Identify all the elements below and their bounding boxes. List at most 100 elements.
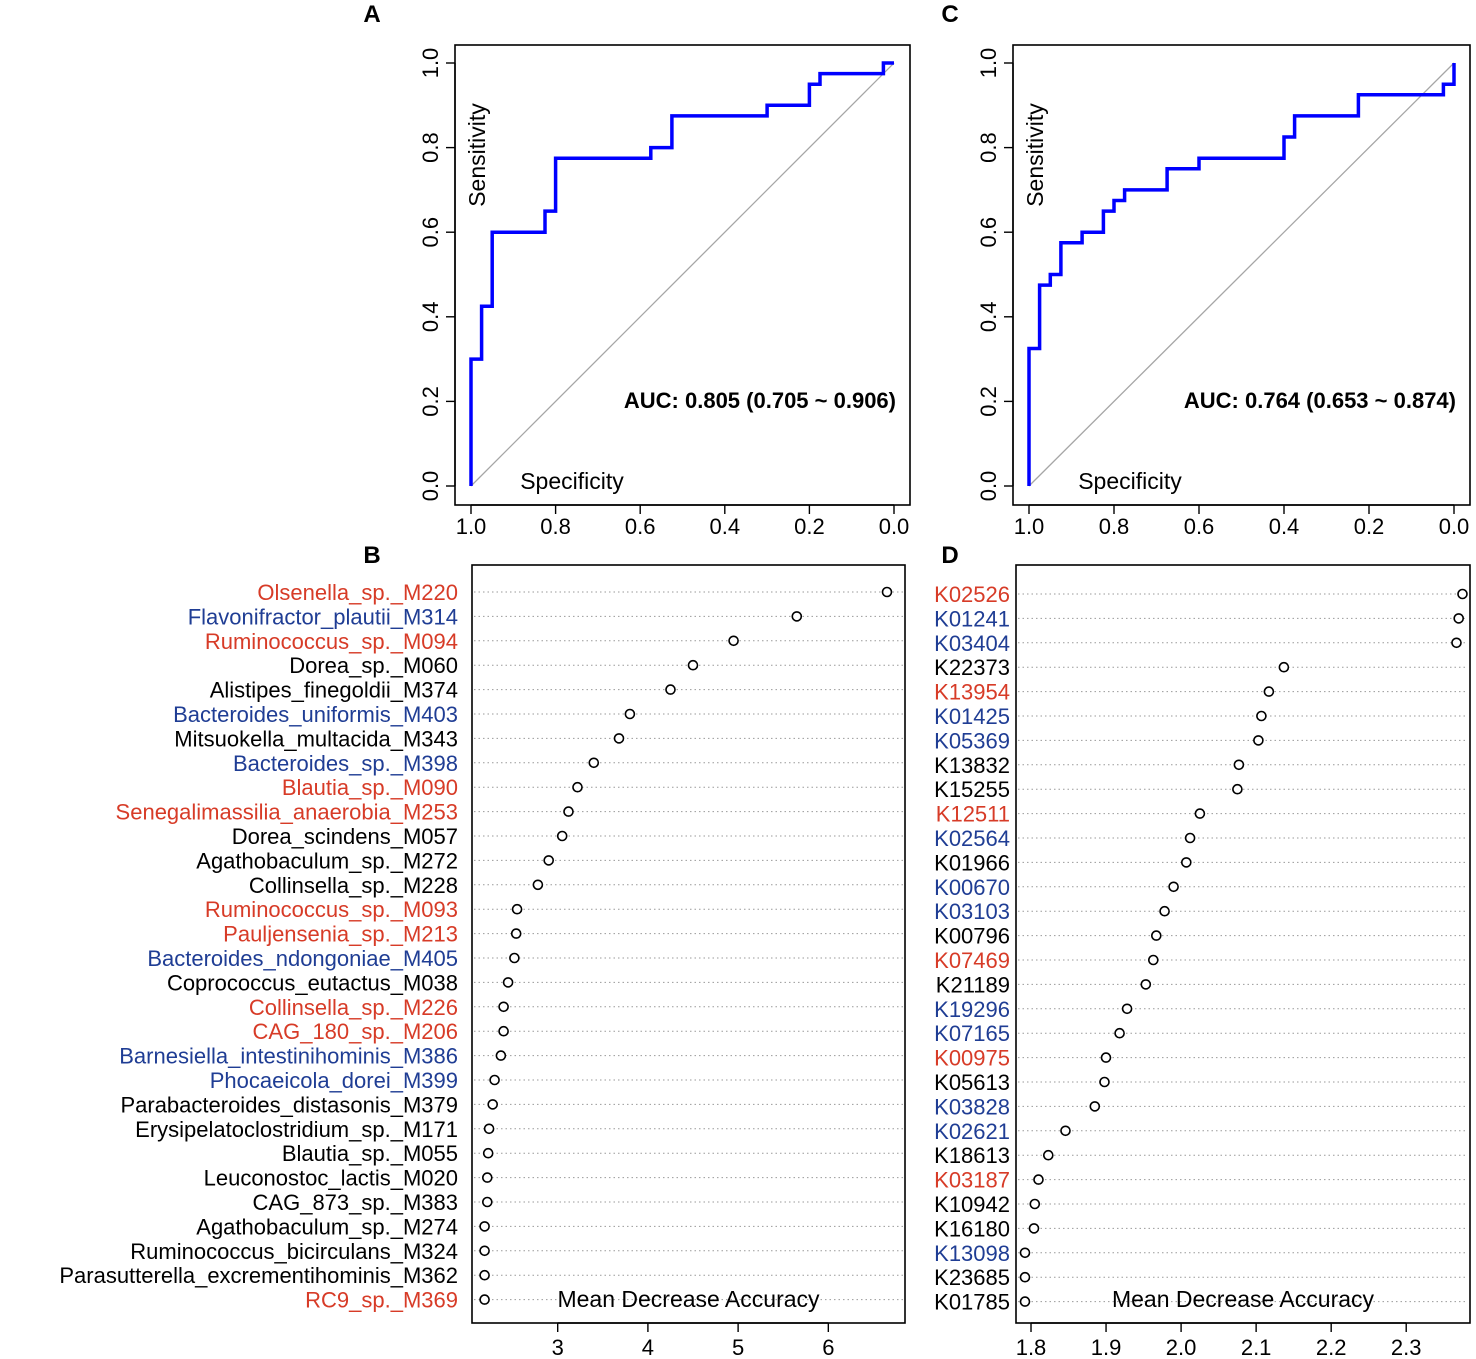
x-tick-label: 1.8 [1016, 1335, 1047, 1359]
feature-label: Bacteroides_sp._M398 [233, 751, 458, 776]
importance-point [1121, 1003, 1133, 1015]
x-tick-label: 0.2 [1354, 514, 1385, 539]
feature-label: RC9_sp._M369 [305, 1288, 458, 1313]
importance-point [1232, 783, 1243, 795]
panel-label-B: B [363, 542, 380, 569]
feature-label: K01425 [934, 704, 1010, 729]
feature-label: K02621 [934, 1119, 1010, 1144]
y-tick-label: 0.4 [976, 302, 1001, 333]
y-tick-label: 0.4 [418, 302, 443, 333]
feature-label: K00670 [934, 875, 1010, 900]
feature-label: CAG_180_sp._M206 [253, 1019, 458, 1044]
importance-point [483, 1123, 495, 1135]
x-axis-title: Specificity [1078, 468, 1182, 494]
y-tick-label: 0.0 [418, 471, 443, 502]
feature-label: K01241 [934, 606, 1010, 631]
feature-label: Alistipes_finegoldii_M374 [210, 678, 458, 703]
feature-label: K02564 [934, 826, 1010, 851]
importance-point [1099, 1076, 1110, 1088]
importance-point [1019, 1296, 1031, 1307]
x-tick-label: 5 [732, 1335, 744, 1359]
importance-point [1451, 637, 1462, 649]
importance-point [481, 1196, 493, 1208]
importance-point [1256, 710, 1267, 722]
x-tick-label: 1.0 [1014, 514, 1045, 539]
feature-label: K03103 [934, 899, 1010, 924]
feature-label: K19296 [934, 997, 1010, 1022]
feature-label: K00975 [934, 1046, 1010, 1071]
feature-label: Blautia_sp._M090 [282, 775, 458, 800]
panel-label-C: C [941, 1, 958, 28]
feature-label: CAG_873_sp._M383 [253, 1190, 458, 1215]
feature-label: Olsenella_sp._M220 [257, 580, 458, 605]
x-tick-label: 1.9 [1091, 1335, 1122, 1359]
x-tick-label: 0.0 [1439, 514, 1470, 539]
reference-diagonal [470, 62, 895, 487]
importance-point [1159, 905, 1170, 917]
importance-point [1151, 930, 1162, 941]
importance-point [563, 806, 574, 817]
importance-point [588, 757, 600, 769]
importance-panel-D: DK02526K01241K03404K22373K13954K01425K05… [934, 542, 1471, 1359]
feature-label: K23685 [934, 1265, 1010, 1290]
feature-label: Collinsella_sp._M228 [249, 873, 458, 898]
feature-label: K12511 [936, 802, 1010, 827]
feature-label: Agathobaculum_sp._M274 [196, 1214, 458, 1239]
importance-point [572, 781, 583, 793]
x-tick-label: 0.8 [1099, 514, 1130, 539]
x-tick-label: 4 [642, 1335, 654, 1359]
importance-point [1019, 1271, 1031, 1283]
importance-point [479, 1269, 490, 1281]
importance-point [1043, 1149, 1054, 1161]
x-axis-title: Mean Decrease Accuracy [1112, 1286, 1375, 1312]
feature-label: K18613 [934, 1143, 1010, 1168]
feature-label: Parasutterella_excrementihominis_M362 [59, 1263, 458, 1288]
panel-label-D: D [941, 542, 958, 569]
x-tick-label: 1.0 [456, 514, 487, 539]
feature-label: Agathobaculum_sp._M272 [196, 848, 458, 873]
importance-point [1194, 808, 1206, 819]
importance-point [1028, 1223, 1040, 1234]
importance-point [687, 659, 699, 671]
importance-point [479, 1221, 490, 1232]
feature-label: Dorea_scindens_M057 [232, 824, 458, 849]
importance-point [543, 855, 555, 866]
x-tick-label: 0.4 [710, 514, 741, 539]
importance-point [1033, 1174, 1044, 1185]
feature-label: Flavonifractor_plautii_M314 [188, 604, 458, 629]
importance-point [1148, 954, 1159, 966]
importance-point [881, 586, 893, 598]
feature-label: K03404 [934, 631, 1010, 656]
importance-point [1114, 1027, 1125, 1039]
feature-label: K16180 [934, 1216, 1010, 1241]
feature-label: K00796 [934, 924, 1010, 949]
importance-point [556, 830, 568, 842]
importance-point [498, 1025, 509, 1037]
importance-point [532, 879, 544, 891]
importance-point [1140, 979, 1152, 990]
x-tick-label: 2.2 [1316, 1335, 1347, 1359]
feature-label: Bacteroides_ndongoniae_M405 [147, 946, 458, 971]
y-tick-label: 0.6 [418, 217, 443, 248]
importance-point [502, 977, 514, 988]
feature-label: Blautia_sp._M055 [282, 1141, 458, 1166]
x-tick-label: 2.3 [1391, 1335, 1422, 1359]
feature-label: K21189 [936, 972, 1010, 997]
feature-label: K07469 [934, 948, 1010, 973]
y-tick-label: 0.6 [976, 217, 1001, 248]
feature-label: K15255 [934, 777, 1010, 802]
auc-annotation: AUC: 0.805 (0.705 ~ 0.906) [624, 388, 896, 413]
feature-label: Senegalimassilia_anaerobia_M253 [116, 800, 458, 825]
feature-label: K03828 [934, 1094, 1010, 1119]
importance-point [479, 1294, 490, 1305]
importance-point [1060, 1125, 1071, 1137]
importance-point [1233, 759, 1245, 771]
x-tick-label: 0.0 [879, 514, 910, 539]
y-tick-label: 0.8 [976, 132, 1001, 163]
auc-annotation: AUC: 0.764 (0.653 ~ 0.874) [1184, 388, 1456, 413]
importance-point [1029, 1198, 1041, 1210]
reference-diagonal [1028, 62, 1455, 487]
importance-point [1019, 1247, 1031, 1259]
x-axis-title: Mean Decrease Accuracy [557, 1286, 820, 1312]
feature-label: K13832 [934, 753, 1010, 778]
